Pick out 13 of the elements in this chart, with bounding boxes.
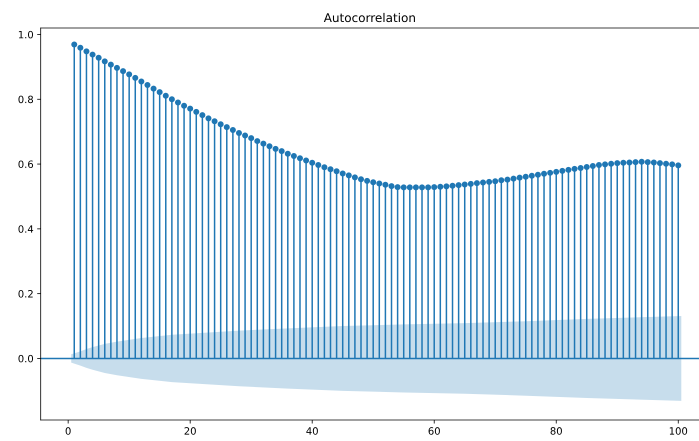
x-tick-label: 80 [550,427,562,435]
chart-title: Autocorrelation [324,12,415,22]
x-tick-label: 0 [66,427,71,435]
x-tick-label: 40 [306,427,318,435]
y-tick-label: 0.2 [18,290,33,298]
y-tick-label: 0.8 [18,96,34,104]
x-tick-label: 60 [428,427,440,435]
y-tick-label: 0.4 [18,225,34,233]
y-tick-label: 1.0 [18,30,34,38]
y-tick-label: 0.0 [18,354,34,362]
y-tick-label: 0.6 [18,160,34,168]
x-tick-label: 100 [670,427,688,435]
x-tick-label: 20 [184,427,196,435]
